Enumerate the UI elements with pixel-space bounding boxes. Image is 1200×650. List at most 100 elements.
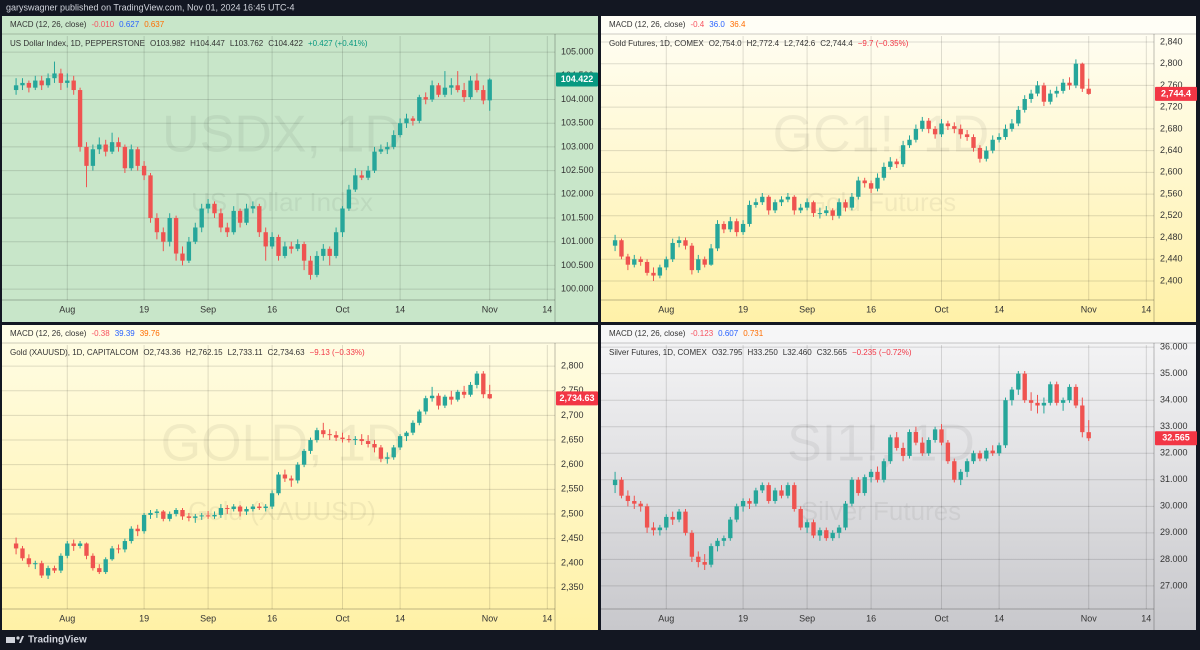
change-value: −0.235 (−0.72%) [852, 348, 912, 357]
candle-body [625, 256, 631, 265]
candle-body [996, 137, 1002, 140]
candle-body [715, 223, 720, 249]
candle-body [696, 259, 701, 271]
candle-body [632, 259, 637, 265]
candle-body [244, 208, 249, 223]
ohlc-value: O32.795 [712, 348, 743, 357]
candle-body [664, 259, 669, 268]
candle-body [1073, 63, 1079, 86]
last-price-box [1155, 431, 1197, 446]
panel-background [601, 325, 1196, 630]
candle-body [129, 149, 134, 169]
candle-body [212, 203, 217, 214]
watermark: GOLD, 1D [161, 415, 404, 473]
candle-body [65, 80, 70, 83]
candle-body [798, 207, 803, 211]
candle-body [926, 439, 931, 454]
candle-body [269, 236, 275, 247]
candle-body [333, 232, 339, 256]
candle-body [856, 479, 861, 494]
candle-body [378, 149, 384, 152]
y-tick-label: 2,700 [561, 410, 584, 420]
candle-body [429, 395, 435, 399]
y-tick-label: 104.000 [561, 94, 594, 104]
ohlc-value: H104.447 [190, 39, 225, 48]
candle-body [289, 478, 294, 481]
candle-body [186, 516, 192, 518]
candle-body [154, 511, 160, 513]
candle-body [612, 240, 618, 246]
candle-body [868, 183, 874, 189]
candle-body [103, 559, 108, 573]
candle-body [225, 227, 230, 233]
candle-body [410, 118, 416, 121]
y-tick-label: 2,500 [561, 508, 584, 518]
candle-body [301, 450, 307, 465]
symbol-legend: Gold Futures, 1D, COMEX O2,754.0 H2,772.4 L… [609, 39, 909, 48]
candle-body [785, 196, 791, 200]
x-tick-label: Sep [799, 613, 815, 623]
x-tick-label: 19 [738, 613, 748, 623]
watermark-subtitle: US Dollar Index [191, 187, 373, 217]
candle-body [734, 506, 739, 520]
candle-body [346, 439, 352, 441]
x-tick-label: Aug [658, 613, 674, 623]
candle-body [747, 204, 752, 224]
x-tick-label: 14 [1141, 304, 1151, 314]
candle-body [881, 461, 887, 480]
candle-body [481, 90, 486, 101]
candle-body [932, 128, 938, 135]
watermark-subtitle: Gold (XAUUSD) [188, 496, 376, 526]
candle-body [1048, 384, 1053, 403]
candle-body [830, 210, 835, 216]
candle-body [449, 396, 454, 400]
indicator-value: -0.4 [690, 20, 704, 29]
ohlc-value: H33.250 [748, 348, 779, 357]
candle-body [798, 508, 803, 528]
candle-body [625, 495, 631, 502]
candle-body [301, 244, 307, 261]
candle-body [359, 439, 364, 442]
ohlc-value: O2,754.0 [709, 39, 742, 48]
candle-body [257, 206, 262, 233]
candle-body [257, 506, 262, 509]
y-tick-label: 102.500 [561, 165, 594, 175]
candle-body [824, 530, 829, 539]
candle-body [664, 516, 669, 528]
y-tick-label: 2,720 [1160, 102, 1183, 112]
last-price-label: 32.565 [1162, 433, 1190, 443]
x-tick-label: Aug [59, 613, 75, 623]
indicator-value: 39.76 [140, 329, 161, 338]
candle-body [881, 166, 887, 178]
candle-body [958, 128, 963, 135]
y-tick-label: 2,480 [1160, 232, 1183, 242]
candle-body [353, 439, 358, 441]
candle-body [116, 548, 121, 550]
candle-body [619, 479, 624, 496]
candle-body [308, 440, 313, 451]
candle-body [1035, 85, 1040, 94]
candle-body [84, 146, 89, 166]
candle-body [244, 509, 249, 512]
y-tick-label: 33.000 [1160, 421, 1188, 431]
candle-body [84, 543, 89, 556]
candle-body [984, 450, 989, 459]
x-tick-label: Nov [482, 613, 499, 623]
y-tick-label: 100.500 [561, 260, 594, 270]
indicator-strip [601, 16, 1196, 34]
candle-body [455, 391, 460, 400]
candle-body [907, 432, 912, 456]
candle-body [410, 422, 416, 433]
y-tick-label: 2,520 [1160, 210, 1183, 220]
candle-body [1073, 386, 1079, 406]
candle-body [135, 149, 140, 166]
candle-body [199, 208, 204, 228]
chart-panel: Aug 19 Sep 16 Oct 14 Nov 14 100.000 100.500 101.00… [2, 16, 598, 322]
change-value: −9.13 (−0.33%) [310, 348, 365, 357]
candle-body [971, 137, 976, 148]
candle-body [295, 464, 300, 481]
candle-body [218, 213, 224, 228]
candle-body [1009, 389, 1015, 401]
x-tick-label: Nov [1081, 304, 1098, 314]
x-tick-label: 16 [267, 304, 277, 314]
